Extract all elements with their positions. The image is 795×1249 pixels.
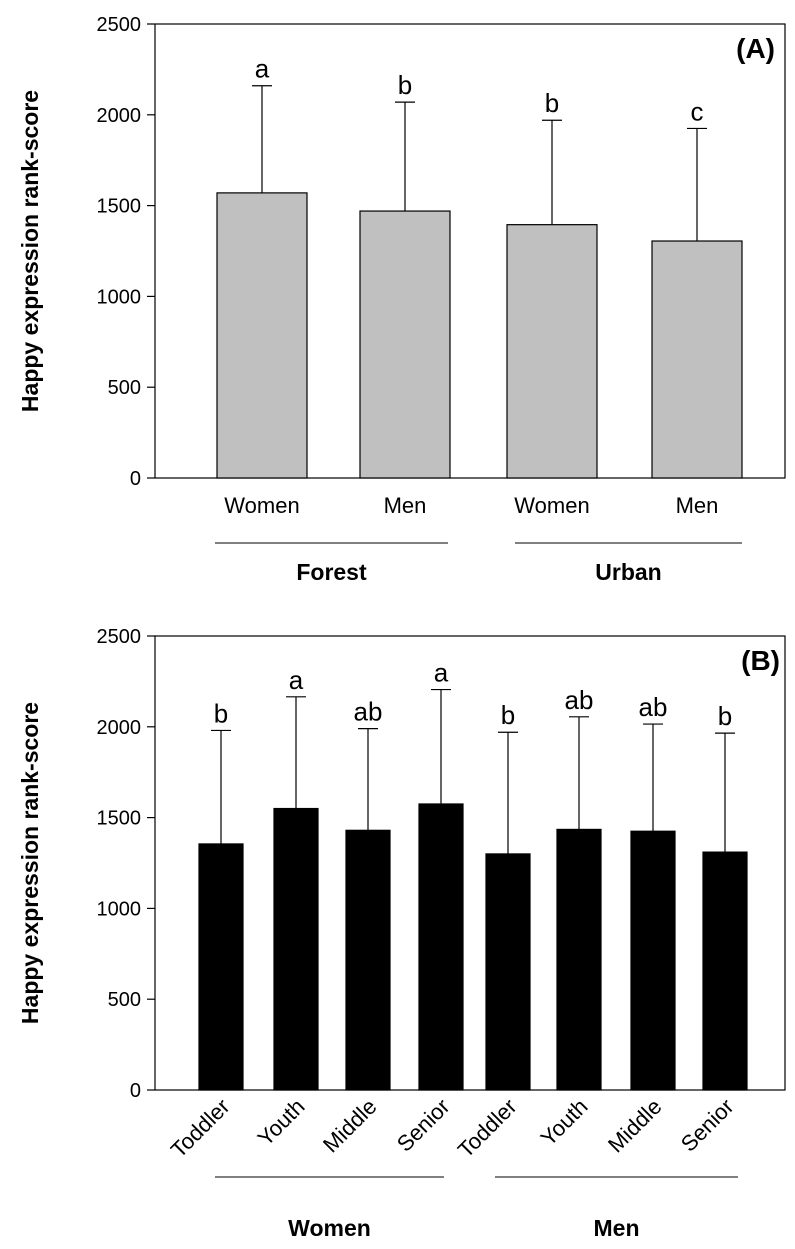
y-axis-label: Happy expression rank-score: [17, 90, 43, 412]
bar: [630, 830, 676, 1091]
group-label: Men: [594, 1215, 640, 1241]
bar: [651, 240, 743, 479]
y-tick-label: 2000: [97, 717, 142, 739]
x-tick-label: Women: [514, 493, 589, 518]
significance-letter: ab: [639, 692, 668, 722]
bar: [506, 224, 598, 479]
significance-letter: a: [434, 658, 449, 688]
chart-panel-a: 0 500 1000 1500 2000 2500 Happy expression ran…: [17, 14, 786, 585]
x-tick-label: Toddler: [453, 1094, 522, 1163]
x-tick-label: Men: [676, 493, 719, 518]
x-tick-label: Youth: [253, 1094, 310, 1151]
plot-frame: [154, 635, 786, 1091]
x-tick-label: Men: [384, 493, 427, 518]
y-tick-label: 500: [108, 377, 141, 399]
significance-letter: a: [255, 54, 270, 84]
y-tick-label: 0: [130, 468, 141, 490]
chart-panel-b: 0 500 1000 1500 2000 2500 Happy expression ran…: [17, 626, 786, 1241]
significance-letter: b: [398, 70, 412, 100]
x-tick-label: Middle: [318, 1094, 382, 1158]
x-tick-label: Senior: [392, 1094, 455, 1157]
bar: [556, 828, 602, 1091]
significance-letter: b: [545, 88, 559, 118]
y-tick-label: 2000: [97, 105, 142, 127]
significance-letter: a: [289, 665, 304, 695]
x-tick-label: Toddler: [166, 1094, 235, 1163]
y-tick-label: 500: [108, 989, 141, 1011]
significance-letter: b: [501, 700, 515, 730]
x-tick-label: Youth: [536, 1094, 593, 1151]
significance-letter: c: [691, 96, 704, 126]
bar: [345, 829, 391, 1091]
group-label: Women: [288, 1215, 371, 1241]
y-tick-label: 1000: [97, 286, 142, 308]
y-tick-label: 2500: [97, 14, 142, 36]
plot-frame: [154, 23, 786, 479]
significance-letter: ab: [354, 697, 383, 727]
y-axis-label: Happy expression rank-score: [17, 702, 43, 1024]
bar: [485, 853, 531, 1091]
bar: [273, 807, 319, 1091]
panel-label: (B): [741, 645, 780, 676]
y-tick-label: 2500: [97, 626, 142, 648]
panel-label: (A): [736, 33, 775, 64]
bar: [418, 803, 464, 1091]
y-tick-label: 1500: [97, 196, 142, 218]
bar: [198, 843, 244, 1091]
x-tick-label: Middle: [603, 1094, 667, 1158]
significance-letter: b: [214, 698, 228, 728]
significance-letter: b: [718, 701, 732, 731]
bar: [216, 192, 308, 479]
bar: [702, 851, 748, 1091]
group-label: Urban: [595, 559, 661, 585]
y-tick-label: 0: [130, 1080, 141, 1102]
y-tick-label: 1500: [97, 808, 142, 830]
bar: [359, 210, 451, 479]
y-tick-label: 1000: [97, 898, 142, 920]
x-tick-label: Senior: [676, 1094, 739, 1157]
group-label: Forest: [296, 559, 367, 585]
significance-letter: ab: [565, 685, 594, 715]
x-tick-label: Women: [224, 493, 299, 518]
